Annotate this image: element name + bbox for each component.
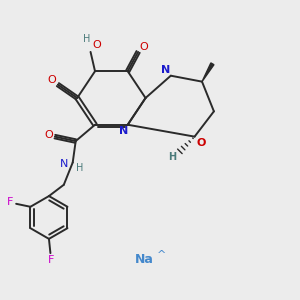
Text: N: N [161,65,170,75]
Text: F: F [48,255,54,265]
Text: O: O [196,138,206,148]
Text: H: H [76,164,84,173]
Text: F: F [6,197,13,207]
Text: O: O [93,40,101,50]
Text: O: O [47,75,56,85]
Text: H: H [168,152,176,162]
Text: O: O [140,43,148,52]
Text: O: O [45,130,53,140]
Text: N: N [118,126,128,136]
Text: N: N [60,159,69,169]
Text: Na: Na [135,254,154,266]
Text: ^: ^ [157,250,166,260]
Text: H: H [83,34,91,44]
Polygon shape [202,63,214,82]
